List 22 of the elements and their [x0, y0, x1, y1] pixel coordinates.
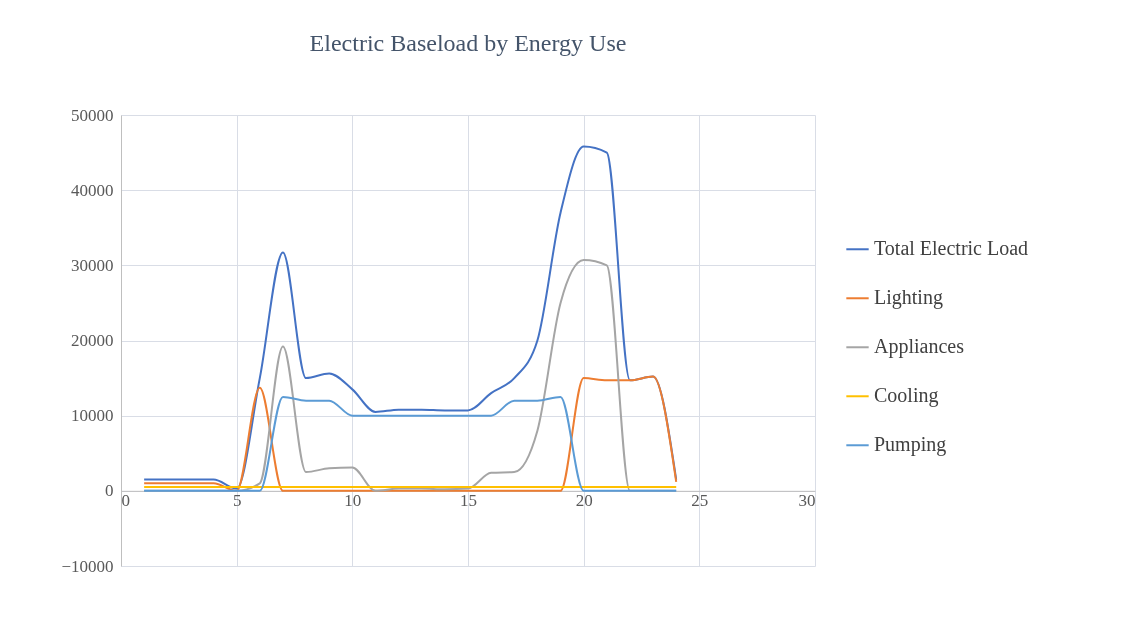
x-tick-label: 0 — [121, 491, 130, 511]
y-tick-label: 50000 — [71, 105, 114, 125]
y-tick-label: 30000 — [71, 255, 114, 275]
line-series — [143, 375, 678, 492]
x-tick-label: 5 — [232, 491, 242, 511]
legend-label: Pumping — [874, 433, 947, 457]
line-series — [143, 145, 678, 490]
y-tick-label: −10000 — [61, 556, 114, 576]
legend-label: Total Electric Load — [874, 237, 1029, 260]
x-tick-label: 15 — [460, 491, 477, 511]
legend-label: Cooling — [874, 384, 939, 408]
legend-label: Appliances — [874, 335, 965, 359]
x-tick-label: 30 — [798, 491, 816, 511]
line-series — [143, 395, 678, 492]
legend-label: Lighting — [874, 286, 943, 310]
y-tick-label: 20000 — [71, 331, 114, 350]
y-tick-label: 10000 — [71, 406, 114, 426]
chart-title: Electric Baseload by Energy Use — [309, 30, 627, 56]
x-tick-label: 20 — [575, 491, 593, 511]
x-tick-label: 25 — [691, 491, 709, 511]
y-tick-label: 40000 — [71, 180, 114, 200]
x-tick-label: 10 — [344, 491, 362, 511]
